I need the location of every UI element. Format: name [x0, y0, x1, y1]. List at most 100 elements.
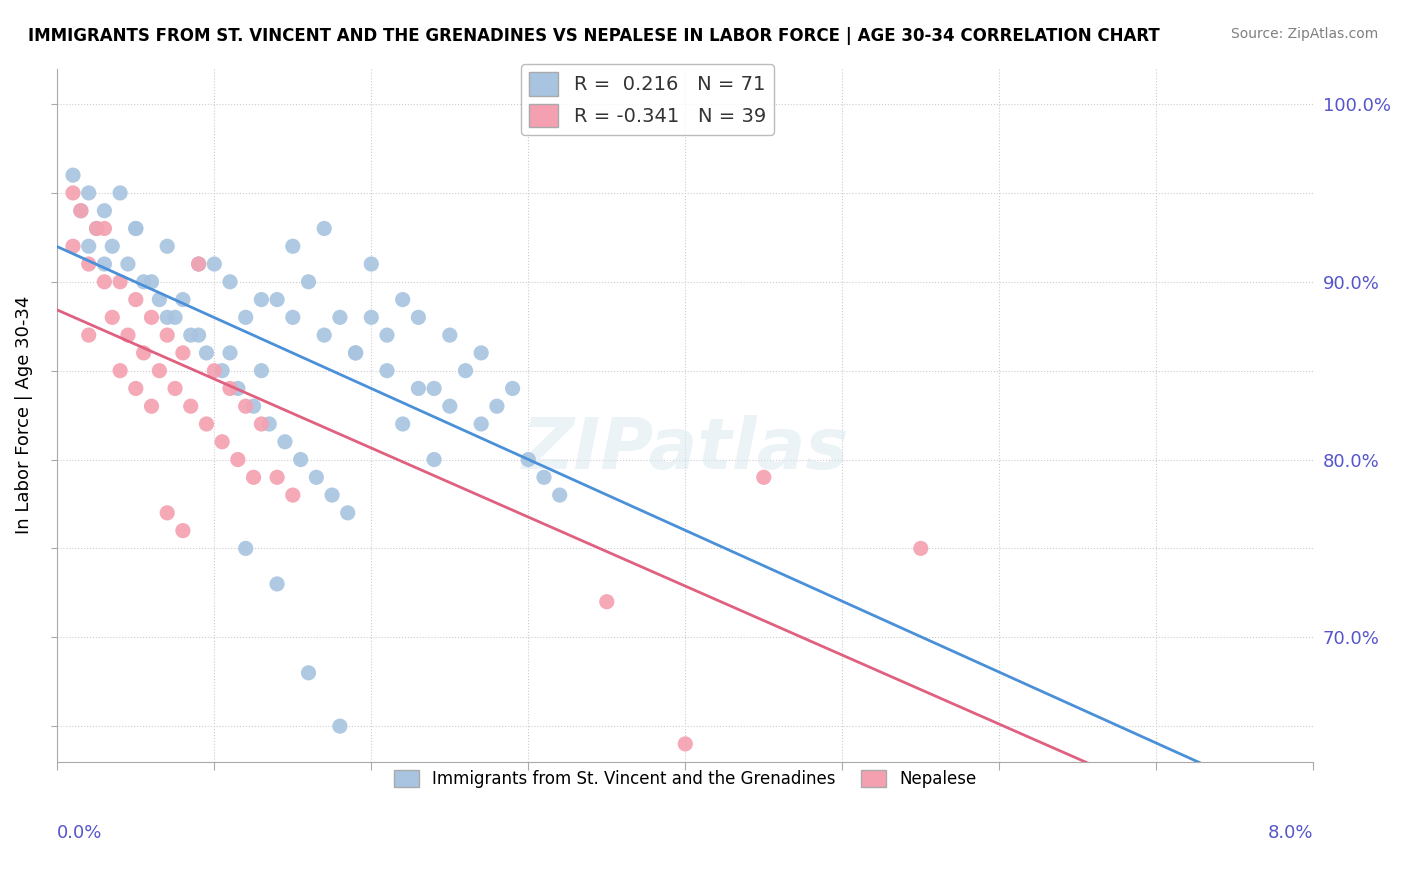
Point	[329, 310, 352, 325]
Point	[172, 346, 194, 360]
Point	[259, 417, 281, 431]
Text: Source: ZipAtlas.com: Source: ZipAtlas.com	[1230, 27, 1378, 41]
Point	[391, 293, 413, 307]
Point	[454, 364, 477, 378]
Point	[125, 221, 148, 235]
Point	[117, 328, 139, 343]
Point	[108, 364, 131, 378]
Point	[235, 541, 257, 556]
Point	[305, 470, 328, 484]
Point	[148, 293, 170, 307]
Point	[219, 381, 242, 395]
Point	[165, 310, 187, 325]
Point	[77, 239, 100, 253]
Point	[517, 452, 540, 467]
Point	[132, 275, 155, 289]
Point	[93, 275, 115, 289]
Point	[202, 364, 225, 378]
Point	[250, 293, 273, 307]
Point	[187, 328, 209, 343]
Point	[141, 275, 163, 289]
Point	[156, 506, 179, 520]
Point	[910, 541, 932, 556]
Point	[187, 257, 209, 271]
Point	[439, 399, 461, 413]
Point	[344, 346, 367, 360]
Point	[62, 186, 84, 200]
Point	[101, 310, 124, 325]
Point	[548, 488, 571, 502]
Point	[250, 364, 273, 378]
Point	[187, 257, 209, 271]
Point	[752, 470, 775, 484]
Point	[314, 328, 336, 343]
Point	[439, 328, 461, 343]
Point	[141, 399, 163, 413]
Point	[344, 346, 367, 360]
Point	[101, 239, 124, 253]
Point	[86, 221, 108, 235]
Point	[211, 434, 233, 449]
Point	[290, 452, 312, 467]
Point	[62, 239, 84, 253]
Point	[391, 417, 413, 431]
Point	[470, 417, 492, 431]
Point	[156, 310, 179, 325]
Point	[235, 310, 257, 325]
Point	[266, 470, 288, 484]
Point	[329, 719, 352, 733]
Point	[70, 203, 93, 218]
Point	[62, 168, 84, 182]
Point	[180, 399, 202, 413]
Point	[156, 328, 179, 343]
Point	[408, 381, 430, 395]
Point	[375, 364, 398, 378]
Legend: Immigrants from St. Vincent and the Grenadines, Nepalese: Immigrants from St. Vincent and the Gren…	[388, 764, 983, 795]
Point	[156, 239, 179, 253]
Point	[141, 310, 163, 325]
Point	[77, 186, 100, 200]
Point	[219, 346, 242, 360]
Point	[226, 381, 249, 395]
Point	[266, 577, 288, 591]
Point	[375, 328, 398, 343]
Point	[274, 434, 297, 449]
Point	[172, 293, 194, 307]
Text: ZIPatlas: ZIPatlas	[522, 416, 849, 484]
Point	[108, 275, 131, 289]
Point	[250, 417, 273, 431]
Point	[226, 452, 249, 467]
Point	[314, 221, 336, 235]
Text: IMMIGRANTS FROM ST. VINCENT AND THE GRENADINES VS NEPALESE IN LABOR FORCE | AGE : IMMIGRANTS FROM ST. VINCENT AND THE GREN…	[28, 27, 1160, 45]
Point	[673, 737, 696, 751]
Point	[297, 665, 319, 680]
Point	[77, 328, 100, 343]
Point	[195, 417, 218, 431]
Point	[470, 346, 492, 360]
Point	[125, 221, 148, 235]
Point	[180, 328, 202, 343]
Point	[502, 381, 524, 395]
Point	[266, 293, 288, 307]
Text: 0.0%: 0.0%	[58, 824, 103, 842]
Point	[336, 506, 359, 520]
Point	[165, 381, 187, 395]
Point	[408, 310, 430, 325]
Point	[70, 203, 93, 218]
Point	[423, 381, 446, 395]
Point	[533, 470, 555, 484]
Point	[195, 346, 218, 360]
Point	[219, 275, 242, 289]
Point	[281, 239, 304, 253]
Point	[93, 203, 115, 218]
Text: 8.0%: 8.0%	[1268, 824, 1313, 842]
Point	[596, 595, 619, 609]
Point	[360, 257, 382, 271]
Y-axis label: In Labor Force | Age 30-34: In Labor Force | Age 30-34	[15, 296, 32, 534]
Point	[211, 364, 233, 378]
Point	[202, 257, 225, 271]
Point	[86, 221, 108, 235]
Point	[108, 186, 131, 200]
Point	[93, 221, 115, 235]
Point	[321, 488, 343, 502]
